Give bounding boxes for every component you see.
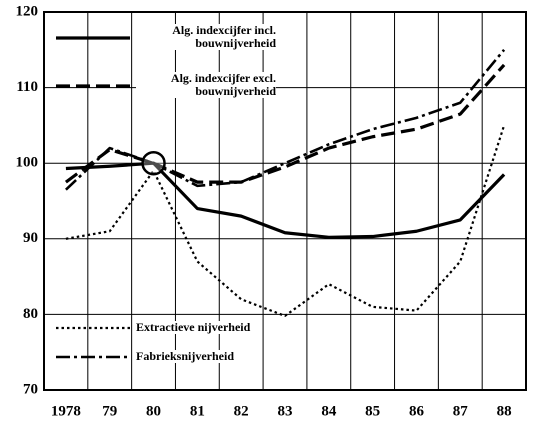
y-tick-label: 70: [23, 381, 38, 397]
series-line: [64, 63, 506, 184]
y-tick-label: 80: [23, 306, 38, 322]
y-tick-label: 100: [16, 155, 39, 171]
x-tick-label: 79: [102, 403, 117, 419]
x-tick-label: 85: [365, 403, 380, 419]
series-line: [65, 48, 506, 191]
legend-label: Fabrieksnijverheid: [136, 349, 234, 363]
legend-label: Alg. indexcijfer incl. bouwnijverheid: [136, 24, 276, 50]
y-tick-label: 110: [16, 79, 38, 95]
x-tick-label: 84: [321, 403, 337, 419]
legend-label: Alg. indexcijfer excl. bouwnijverheid: [136, 72, 276, 98]
x-tick-label: 83: [278, 403, 293, 419]
x-tick-label: 1978: [51, 403, 81, 419]
x-tick-label: 86: [409, 403, 425, 419]
series-line: [65, 161, 506, 239]
y-tick-label: 90: [23, 230, 38, 246]
legend-label: Extractieve nijverheid: [136, 320, 251, 334]
x-tick-label: 80: [146, 403, 161, 419]
plot-frame: [43, 11, 527, 391]
x-tick-label: 81: [190, 403, 205, 419]
highlight-circle: [141, 150, 166, 176]
series-line: [65, 125, 506, 318]
x-tick-label: 82: [234, 403, 249, 419]
y-tick-label: 120: [16, 3, 39, 19]
x-tick-label: 87: [453, 403, 469, 419]
x-tick-label: 88: [497, 403, 512, 419]
